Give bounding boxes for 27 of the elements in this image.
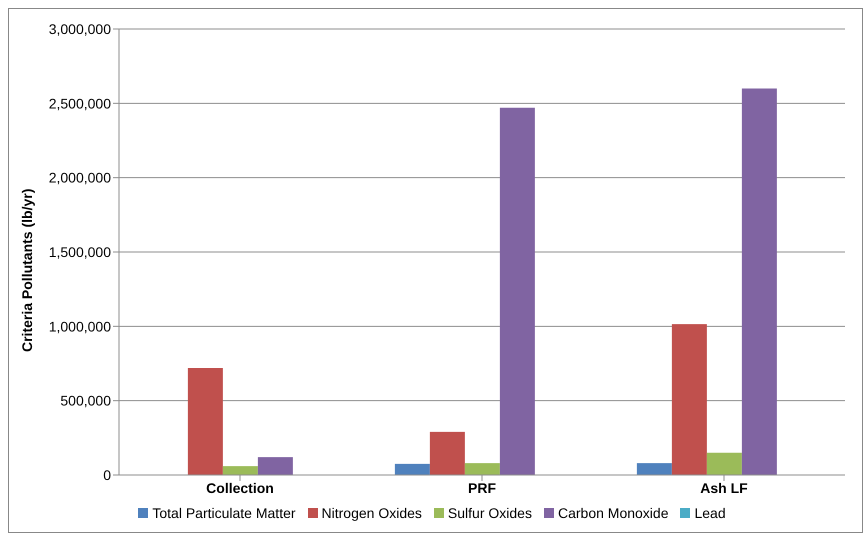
y-tick-label: 0 — [103, 466, 112, 483]
bar — [188, 368, 223, 475]
bar — [394, 464, 430, 475]
legend-label: Lead — [694, 505, 726, 521]
legend-label: Sulfur Oxides — [448, 505, 532, 521]
x-tick-label: Ash LF — [700, 480, 748, 496]
bar — [258, 457, 293, 475]
bar — [636, 463, 672, 475]
y-tick-label: 1,000,000 — [48, 318, 112, 334]
y-tick-label: 3,000,000 — [48, 20, 112, 37]
y-axis-title: Criteria Pollutants (lb/yr) — [18, 188, 35, 352]
legend-label: Nitrogen Oxides — [322, 505, 422, 521]
y-tick-label: 1,500,000 — [48, 244, 112, 260]
legend-label: Carbon Monoxide — [558, 505, 668, 521]
bar — [742, 88, 777, 475]
bar — [464, 463, 500, 475]
y-tick-label: 2,500,000 — [48, 95, 112, 112]
y-tick-label: 2,000,000 — [48, 170, 112, 186]
bar — [706, 452, 742, 475]
bar — [672, 324, 707, 475]
legend-label: Total Particulate Matter — [152, 505, 296, 521]
bar — [430, 432, 465, 475]
x-tick-label: Collection — [206, 480, 274, 496]
x-tick-label: PRF — [468, 480, 496, 496]
bar — [222, 466, 258, 475]
y-tick-label: 500,000 — [60, 392, 112, 409]
bar — [500, 108, 535, 475]
